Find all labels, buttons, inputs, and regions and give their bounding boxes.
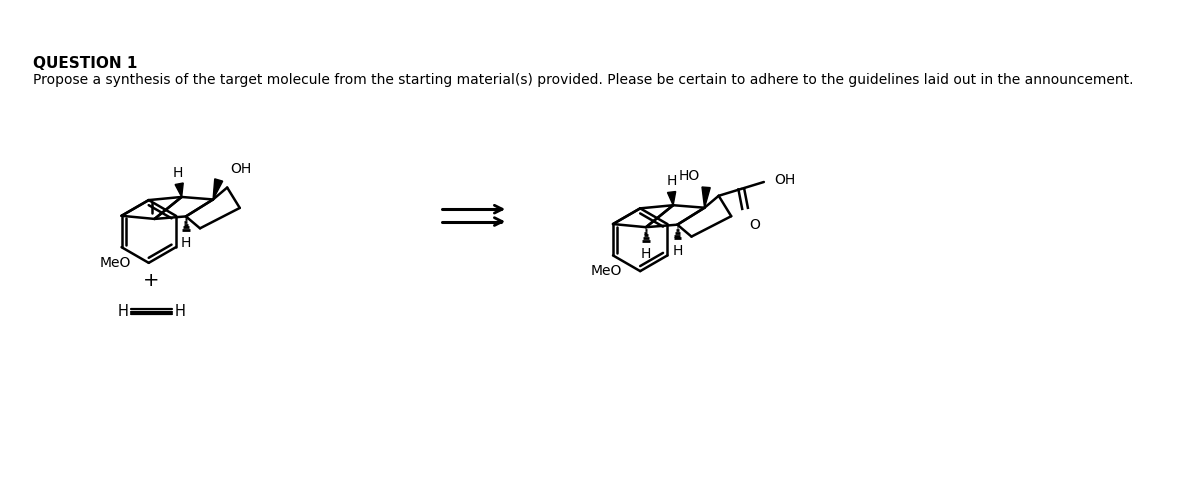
Text: H: H	[174, 304, 185, 319]
Text: H: H	[666, 174, 677, 188]
Text: H: H	[641, 247, 652, 260]
Text: HO: HO	[678, 169, 700, 183]
Text: +: +	[143, 271, 160, 290]
Text: O: O	[749, 218, 760, 232]
Polygon shape	[214, 179, 223, 199]
Text: H: H	[173, 166, 184, 180]
Text: MeO: MeO	[100, 256, 131, 270]
Text: OH: OH	[774, 173, 796, 187]
Text: H: H	[118, 304, 128, 319]
Text: Propose a synthesis of the target molecule from the starting material(s) provide: Propose a synthesis of the target molecu…	[34, 73, 1134, 87]
Text: QUESTION 1: QUESTION 1	[34, 57, 138, 71]
Text: MeO: MeO	[590, 264, 622, 278]
Text: H: H	[672, 244, 683, 258]
Polygon shape	[175, 183, 184, 197]
Polygon shape	[702, 187, 710, 208]
Polygon shape	[667, 191, 676, 205]
Text: OH: OH	[230, 162, 252, 176]
Text: H: H	[181, 236, 191, 250]
